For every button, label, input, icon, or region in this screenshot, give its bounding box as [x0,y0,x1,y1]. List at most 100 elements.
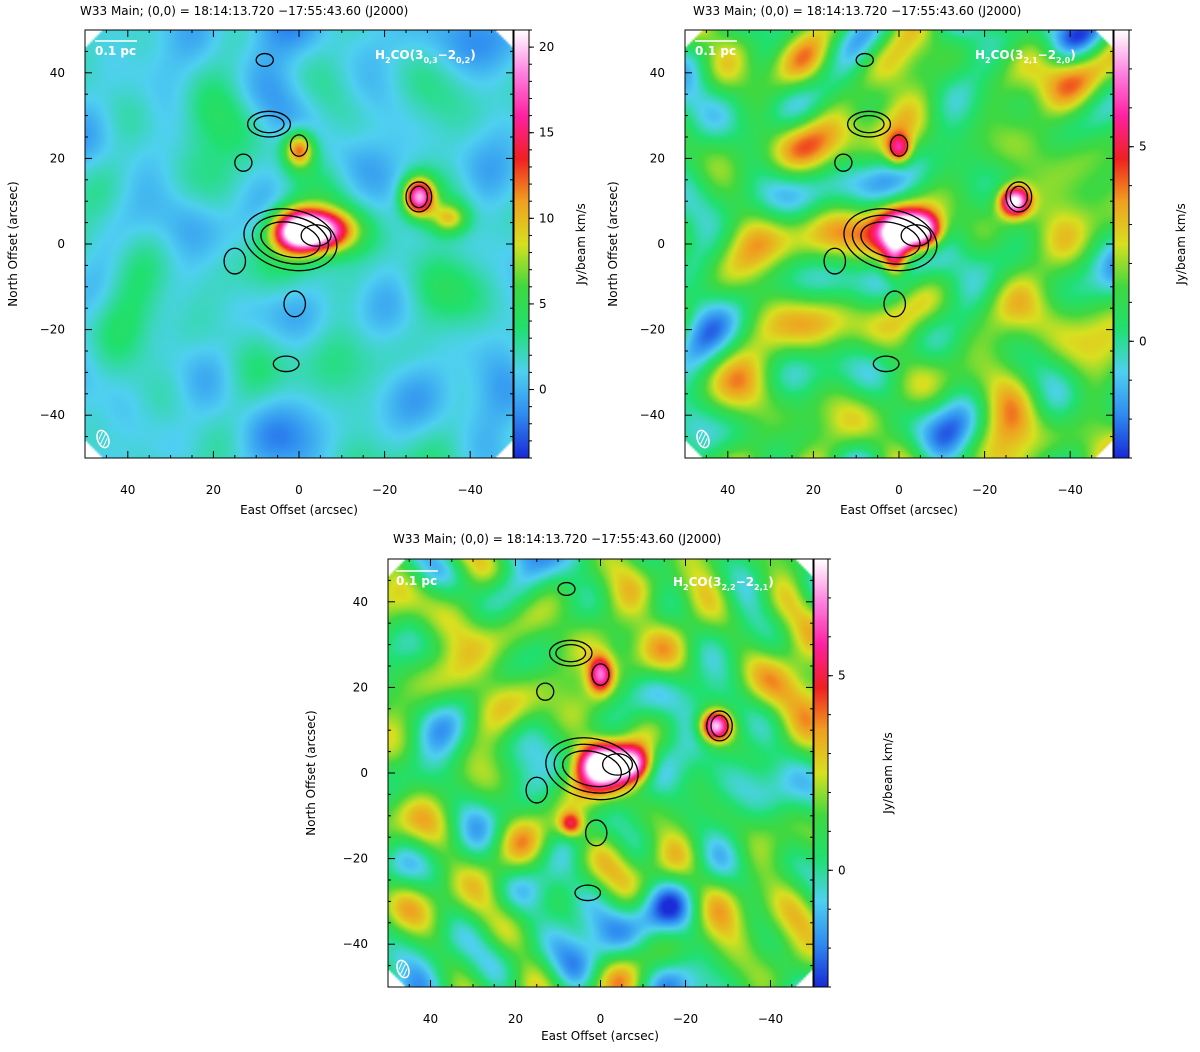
contour-line [823,247,847,275]
x-tick-label: −40 [758,1012,783,1026]
y-tick-label: −20 [40,323,65,337]
y-axis-label: North Offset (arcsec) [304,710,318,835]
y-tick-label: −40 [343,937,368,951]
colorbar-tick-label: 0 [838,863,846,877]
contour-line [246,110,292,138]
contour-line [548,639,593,667]
contour-line [706,710,733,742]
colorbar-tick-label: 5 [838,669,846,683]
beam-ellipse-icon [696,429,710,449]
y-tick-label: 20 [353,680,368,694]
line-label: H2CO(32,1−22,0) [975,48,1076,65]
contour-line [300,224,332,247]
contour-line [710,714,729,738]
intensity-map [685,30,1113,458]
scale-bar-label: 0.1 pc [396,574,437,588]
colorbar-tick-layer: 0 5 10 15 20 [529,29,554,459]
colorbar [814,559,828,987]
x-axis-label: East Offset (arcsec) [240,503,358,517]
contour-line [409,185,429,209]
line-label: H2CO(32,2−22,1) [673,575,774,592]
contour-line [591,663,610,686]
scale-bar-label: 0.1 pc [695,44,736,58]
contour-line [872,355,900,373]
x-tick-label: −20 [673,1012,698,1026]
colorbar-label: Jy/beam km/s [881,732,895,814]
map-panel-top-right: W33 Main; (0,0) = 18:14:13.720 −17:55:43… [600,0,1200,525]
contour-line [834,153,853,172]
colorbar-label: Jy/beam km/s [1174,203,1188,285]
x-tick-label: 0 [895,483,903,497]
y-tick-label: 40 [650,66,665,80]
contour-line [843,208,938,272]
contour-line [525,776,549,804]
contour-line [223,247,247,275]
panel-header: W33 Main; (0,0) = 18:14:13.720 −17:55:43… [693,4,1021,18]
colorbar-tick-label: 5 [1139,140,1147,154]
colorbar [514,30,529,458]
contour-line [234,153,253,172]
contour-line [574,884,602,902]
colorbar-frame [1113,29,1130,459]
contour-line [883,290,907,318]
contour-line [283,290,307,318]
intensity-map [85,30,513,458]
colorbar-tick-label: 15 [539,126,554,140]
contour-line [545,737,639,801]
colorbar-label: Jy/beam km/s [574,203,588,285]
x-tick-label: 40 [423,1012,438,1026]
contour-line [272,355,300,373]
x-tick-label: −20 [972,483,997,497]
beam-ellipse-icon [96,429,110,449]
contour-line [405,181,433,213]
colorbar-tick-label: 0 [539,383,547,397]
contour-layer [525,581,733,902]
y-tick-label: −20 [343,852,368,866]
contour-line [557,581,576,597]
contour-line [1009,185,1029,209]
y-axis-label: North Offset (arcsec) [606,181,620,306]
y-tick-label: 40 [50,66,65,80]
x-tick-label: 20 [508,1012,523,1026]
contour-line [536,682,555,701]
contour-layer [823,52,1033,373]
colorbar-tick-label: 5 [539,297,547,311]
colorbar-tick-label: 0 [1139,334,1147,348]
contour-line [584,819,608,847]
contour-line [555,643,587,663]
scale-bar-label: 0.1 pc [95,44,136,58]
x-tick-label: 40 [720,483,735,497]
contour-line [553,743,631,794]
x-tick-label: −20 [372,483,397,497]
contour-line [253,114,285,134]
x-tick-label: 20 [206,483,221,497]
colorbar-tick-label: 10 [539,211,554,225]
x-tick-label: −40 [1058,483,1083,497]
y-tick-label: −20 [640,323,665,337]
tick-layer: 40 20 0 −20 −40 −40 −20 0 20 40 [343,558,814,1026]
line-label: H2CO(30,3−20,2) [375,48,476,65]
chart-svg: W33 Main; (0,0) = 18:14:13.720 −17:55:43… [606,4,1188,517]
x-tick-label: 0 [597,1012,605,1026]
y-tick-label: 0 [360,766,368,780]
x-tick-label: 20 [806,483,821,497]
y-tick-label: 40 [353,595,368,609]
x-axis-label: East Offset (arcsec) [541,1029,659,1043]
map-panel-top-left: W33 Main; (0,0) = 18:14:13.720 −17:55:43… [0,0,600,525]
y-axis-label: North Offset (arcsec) [6,181,20,306]
map-panel-bottom: W33 Main; (0,0) = 18:14:13.720 −17:55:43… [300,525,900,1048]
contour-line [243,208,338,272]
colorbar-frame [513,29,530,459]
x-axis-label: East Offset (arcsec) [840,503,958,517]
contour-line [851,214,930,265]
colorbar-tick-label: 20 [539,40,554,54]
contour-line [601,753,634,776]
x-tick-label: 0 [295,483,303,497]
contour-line [289,134,309,157]
x-tick-label: 40 [120,483,135,497]
tick-layer: 40 20 0 −20 −40 −40 −20 0 20 40 [640,29,1114,497]
colorbar-tick-layer: 05 [1129,29,1147,459]
contour-line [1005,181,1033,213]
panel-header: W33 Main; (0,0) = 18:14:13.720 −17:55:43… [80,4,408,18]
y-tick-label: 0 [657,237,665,251]
